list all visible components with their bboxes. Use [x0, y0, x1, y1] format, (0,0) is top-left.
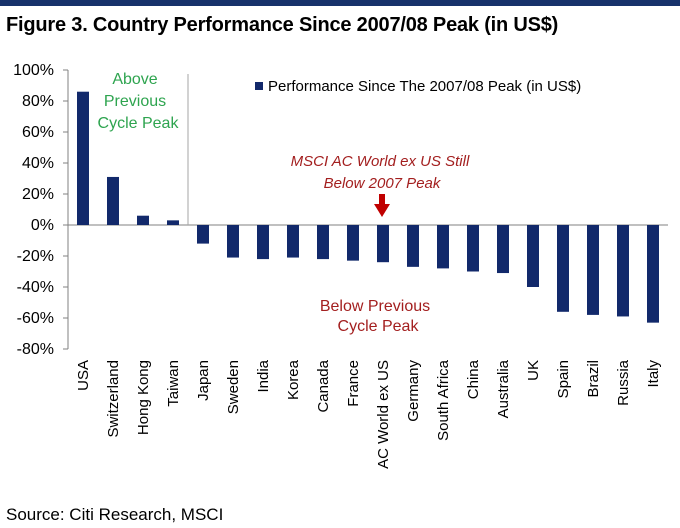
y-tick-label: 20% — [22, 186, 54, 203]
category-label: India — [255, 359, 272, 392]
category-label: Russia — [615, 359, 632, 406]
category-label: Spain — [555, 360, 572, 398]
category-label: Germany — [405, 360, 422, 422]
y-axis: 100% 80% 60% 40% 20% 0% -20% -40% -60% -80% — [13, 62, 69, 358]
y-tick-label: -80% — [17, 341, 54, 358]
annotation-msci: MSCI AC World ex US Still Below 2007 Pea… — [291, 153, 470, 217]
bar — [197, 225, 209, 244]
category-label: Switzerland — [105, 360, 122, 438]
category-label: AC World ex US — [375, 360, 392, 469]
bar — [557, 225, 569, 312]
legend: Performance Since The 2007/08 Peak (in U… — [255, 78, 581, 95]
annotation-above-line-1: Above — [112, 71, 157, 88]
bar — [497, 225, 509, 274]
bar-series — [77, 91, 659, 323]
bar — [527, 225, 539, 287]
category-label: Hong Kong — [135, 360, 152, 435]
source-note: Source: Citi Research, MSCI — [6, 505, 224, 524]
header-rule — [0, 0, 680, 6]
category-label: Canada — [315, 359, 332, 412]
category-label: Taiwan — [165, 360, 182, 407]
down-arrow-icon — [374, 204, 390, 217]
bar — [377, 225, 389, 263]
y-tick-label: 0% — [31, 217, 54, 234]
y-tick-label: -40% — [17, 279, 54, 296]
bar — [107, 176, 119, 225]
annotation-below-peak: Below Previous Cycle Peak — [320, 298, 430, 335]
bar — [257, 225, 269, 260]
bar — [437, 225, 449, 269]
bar — [467, 225, 479, 272]
y-tick-label: -20% — [17, 248, 54, 265]
category-label: Australia — [495, 359, 512, 418]
y-tick-label: 80% — [22, 93, 54, 110]
category-label: Italy — [645, 360, 662, 388]
category-label: USA — [75, 360, 92, 391]
annotation-above-peak: Above Previous Cycle Peak — [98, 71, 180, 132]
annotation-msci-line-1: MSCI AC World ex US Still — [291, 153, 470, 170]
bar — [287, 225, 299, 258]
category-label: Japan — [195, 360, 212, 401]
down-arrow-stem — [379, 194, 385, 205]
bar — [137, 215, 149, 225]
legend-swatch — [255, 82, 263, 90]
bar — [317, 225, 329, 260]
annotation-above-line-3: Cycle Peak — [98, 115, 180, 132]
bar — [167, 220, 179, 225]
annotation-below-line-2: Cycle Peak — [338, 318, 420, 335]
bar — [77, 91, 89, 225]
category-label: France — [345, 360, 362, 407]
y-tick-label: 100% — [13, 62, 54, 79]
y-tick-label: -60% — [17, 310, 54, 327]
annotation-above-line-2: Previous — [104, 93, 166, 110]
category-label: Brazil — [585, 360, 602, 398]
bar — [617, 225, 629, 317]
category-label: UK — [525, 360, 542, 381]
bar — [407, 225, 419, 267]
legend-label: Performance Since The 2007/08 Peak (in U… — [268, 78, 581, 95]
bar — [227, 225, 239, 258]
category-label: Korea — [285, 359, 302, 400]
bar — [347, 225, 359, 261]
y-tick-label: 40% — [22, 155, 54, 172]
bar — [587, 225, 599, 315]
category-label: China — [465, 359, 482, 399]
bar — [647, 225, 659, 323]
category-label: South Africa — [435, 359, 452, 441]
category-labels: USA Switzerland Hong Kong Taiwan Japan Sweden… — [75, 359, 662, 469]
figure-title: Figure 3. Country Performance Since 2007… — [6, 14, 559, 36]
category-label: Sweden — [225, 360, 242, 414]
annotation-msci-line-2: Below 2007 Peak — [324, 175, 442, 192]
annotation-below-line-1: Below Previous — [320, 298, 430, 315]
y-tick-label: 60% — [22, 124, 54, 141]
